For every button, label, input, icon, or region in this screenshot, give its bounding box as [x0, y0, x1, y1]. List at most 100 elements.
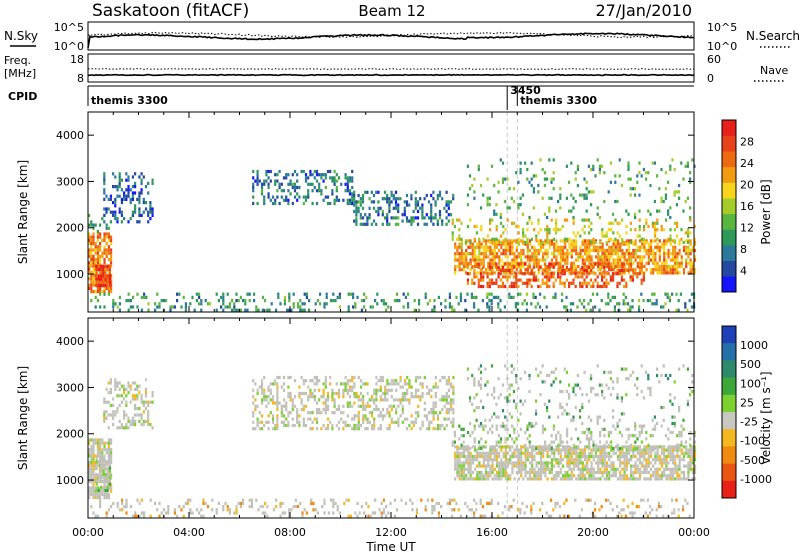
echo-cell [497, 265, 500, 269]
echo-cell [265, 398, 268, 402]
echo-cell [104, 284, 107, 288]
echo-cell [335, 195, 338, 199]
echo-cell [351, 385, 354, 389]
echo-cell [619, 248, 622, 253]
echo-cell [574, 284, 577, 289]
echo-cell [421, 420, 424, 424]
echo-cell [623, 258, 626, 262]
echo-cell [526, 458, 529, 462]
colorbar-tick-label: 20 [740, 179, 754, 192]
echo-cell [482, 405, 485, 410]
echo-cell [154, 302, 157, 306]
echo-cell [561, 445, 565, 449]
echo-cell [405, 219, 409, 223]
echo-cell [375, 190, 378, 194]
echo-cell [491, 242, 494, 246]
echo-cell [136, 384, 139, 388]
echo-cell [542, 464, 545, 468]
echo-cell [658, 258, 661, 262]
echo-cell [535, 421, 538, 426]
echo-cell [287, 385, 290, 389]
echo-cell [103, 448, 106, 452]
echo-cell [587, 415, 590, 419]
echo-cell [291, 401, 294, 405]
echo-cell [95, 472, 98, 477]
echo-cell [473, 258, 477, 262]
echo-cell [120, 426, 123, 430]
echo-cell [430, 203, 433, 207]
echo-cell [484, 467, 488, 471]
echo-cell [546, 237, 549, 241]
echo-cell [634, 461, 637, 465]
echo-cell [511, 461, 514, 465]
echo-cell [597, 258, 600, 262]
echo-cell [649, 445, 653, 449]
echo-cell [92, 454, 95, 458]
echo-cell [663, 268, 666, 272]
echo-cell [497, 440, 500, 444]
echo-cell [353, 209, 356, 214]
echo-cell [570, 248, 573, 253]
echo-cell [587, 281, 590, 285]
echo-cell [471, 402, 474, 406]
echo-cell [92, 473, 95, 477]
echo-cell [572, 215, 575, 220]
echo-cell [592, 446, 595, 451]
echo-cell [466, 278, 469, 282]
echo-cell [601, 245, 604, 249]
echo-cell [689, 248, 692, 253]
echo-cell [476, 242, 479, 246]
echo-cell [572, 261, 576, 265]
echo-cell [576, 373, 579, 378]
echo-cell [652, 261, 655, 265]
echo-cell [481, 299, 484, 303]
echo-cell [333, 411, 336, 415]
echo-cell [680, 477, 683, 481]
echo-cell [537, 448, 540, 452]
echo-cell [423, 375, 426, 380]
echo-cell [355, 222, 358, 226]
echo-cell [625, 477, 628, 481]
echo-cell [618, 234, 621, 238]
echo-cell [99, 454, 102, 458]
echo-cell [493, 255, 496, 259]
echo-cell [276, 407, 279, 412]
echo-cell [438, 193, 442, 198]
echo-cell [634, 215, 637, 220]
echo-cell [495, 252, 499, 256]
echo-cell [687, 474, 690, 478]
echo-cell [372, 206, 376, 210]
echo-cell [279, 302, 282, 306]
echo-cell [586, 477, 589, 481]
echo-cell [488, 292, 491, 296]
echo-cell [355, 423, 358, 428]
echo-cell [599, 255, 602, 259]
echo-cell [592, 440, 595, 444]
echo-cell [530, 177, 533, 181]
echo-cell [94, 464, 97, 468]
echo-cell [102, 264, 105, 268]
echo-cell [458, 477, 461, 481]
echo-cell [561, 448, 565, 452]
echo-cell [430, 407, 433, 412]
echo-cell [685, 258, 688, 262]
echo-cell [570, 255, 573, 259]
echo-cell [140, 423, 143, 427]
echo-cell [480, 252, 483, 256]
echo-cell [271, 195, 275, 199]
echo-cell [303, 292, 306, 296]
echo-cell [671, 458, 675, 462]
echo-cell [348, 179, 352, 183]
echo-cell [524, 430, 527, 435]
echo-cell [329, 176, 332, 180]
echo-cell [506, 377, 509, 381]
echo-cell [487, 248, 490, 253]
echo-cell [302, 195, 305, 199]
echo-cell [605, 461, 609, 465]
echo-cell [645, 221, 648, 225]
echo-cell [346, 404, 349, 408]
echo-cell [581, 454, 584, 459]
echo-cell [162, 299, 165, 303]
echo-cell [377, 414, 380, 418]
echo-cell [388, 206, 391, 210]
